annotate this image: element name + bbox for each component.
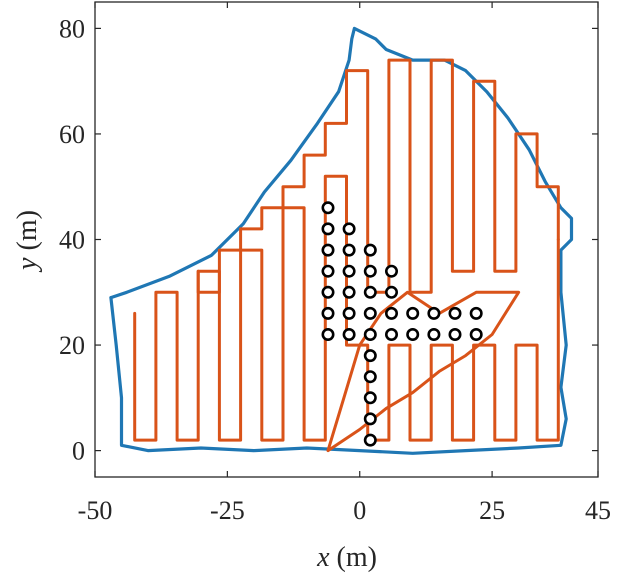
- x-tick-label: 45: [585, 496, 611, 525]
- x-axis-label: x (m): [316, 542, 377, 573]
- obstacle-marker: [321, 222, 335, 236]
- obstacle-marker: [342, 243, 356, 257]
- obstacle-marker: [363, 370, 377, 384]
- obstacle-marker: [406, 327, 420, 341]
- obstacle-marker: [321, 243, 335, 257]
- y-tick-label: 0: [72, 437, 85, 466]
- boundary-line-0: [109, 26, 574, 455]
- obstacle-marker: [427, 306, 441, 320]
- obstacle-marker: [363, 327, 377, 341]
- obstacle-marker: [469, 306, 483, 320]
- y-axis-var: y: [12, 257, 43, 273]
- x-tick-label: 0: [353, 496, 366, 525]
- obstacle-marker: [427, 327, 441, 341]
- obstacle-marker: [363, 306, 377, 320]
- coverage-path-line-2: [196, 58, 560, 294]
- x-tick-label: -25: [210, 496, 245, 525]
- obstacle-marker: [363, 433, 377, 447]
- obstacle-marker: [363, 285, 377, 299]
- obstacle-marker: [342, 327, 356, 341]
- x-tick-label: -50: [78, 496, 113, 525]
- tick-layer: -50 -25 0 25 45 0 20 40 60 80: [59, 2, 611, 525]
- x-axis-var: x: [316, 542, 330, 573]
- y-tick-label: 80: [59, 14, 85, 43]
- x-tick-label: 25: [479, 496, 505, 525]
- obstacle-marker: [321, 327, 335, 341]
- y-axis-label: y (m): [12, 210, 43, 273]
- obstacle-marker: [406, 306, 420, 320]
- obstacle-marker: [321, 201, 335, 215]
- obstacle-marker: [363, 264, 377, 278]
- obstacle-marker: [321, 264, 335, 278]
- obstacle-marker: [363, 349, 377, 363]
- obstacle-marker: [363, 412, 377, 426]
- obstacle-marker: [321, 285, 335, 299]
- obstacle-marker: [384, 285, 398, 299]
- obstacle-marker: [384, 306, 398, 320]
- coverage-path-line-1: [133, 174, 560, 442]
- obstacle-marker: [342, 285, 356, 299]
- obstacle-marker: [448, 306, 462, 320]
- x-axis-unit: (m): [330, 542, 377, 573]
- y-tick-label: 40: [59, 226, 85, 255]
- obstacle-layer: [321, 201, 483, 447]
- obstacle-marker: [342, 222, 356, 236]
- y-axis-unit: (m): [12, 210, 43, 257]
- obstacle-marker: [363, 243, 377, 257]
- obstacle-marker: [342, 306, 356, 320]
- obstacle-marker: [448, 327, 462, 341]
- y-tick-label: 20: [59, 331, 85, 360]
- obstacle-marker: [321, 306, 335, 320]
- y-tick-label: 60: [59, 120, 85, 149]
- obstacle-marker: [342, 264, 356, 278]
- obstacle-marker: [363, 391, 377, 405]
- obstacle-marker: [384, 264, 398, 278]
- obstacle-marker: [384, 327, 398, 341]
- obstacle-marker: [469, 327, 483, 341]
